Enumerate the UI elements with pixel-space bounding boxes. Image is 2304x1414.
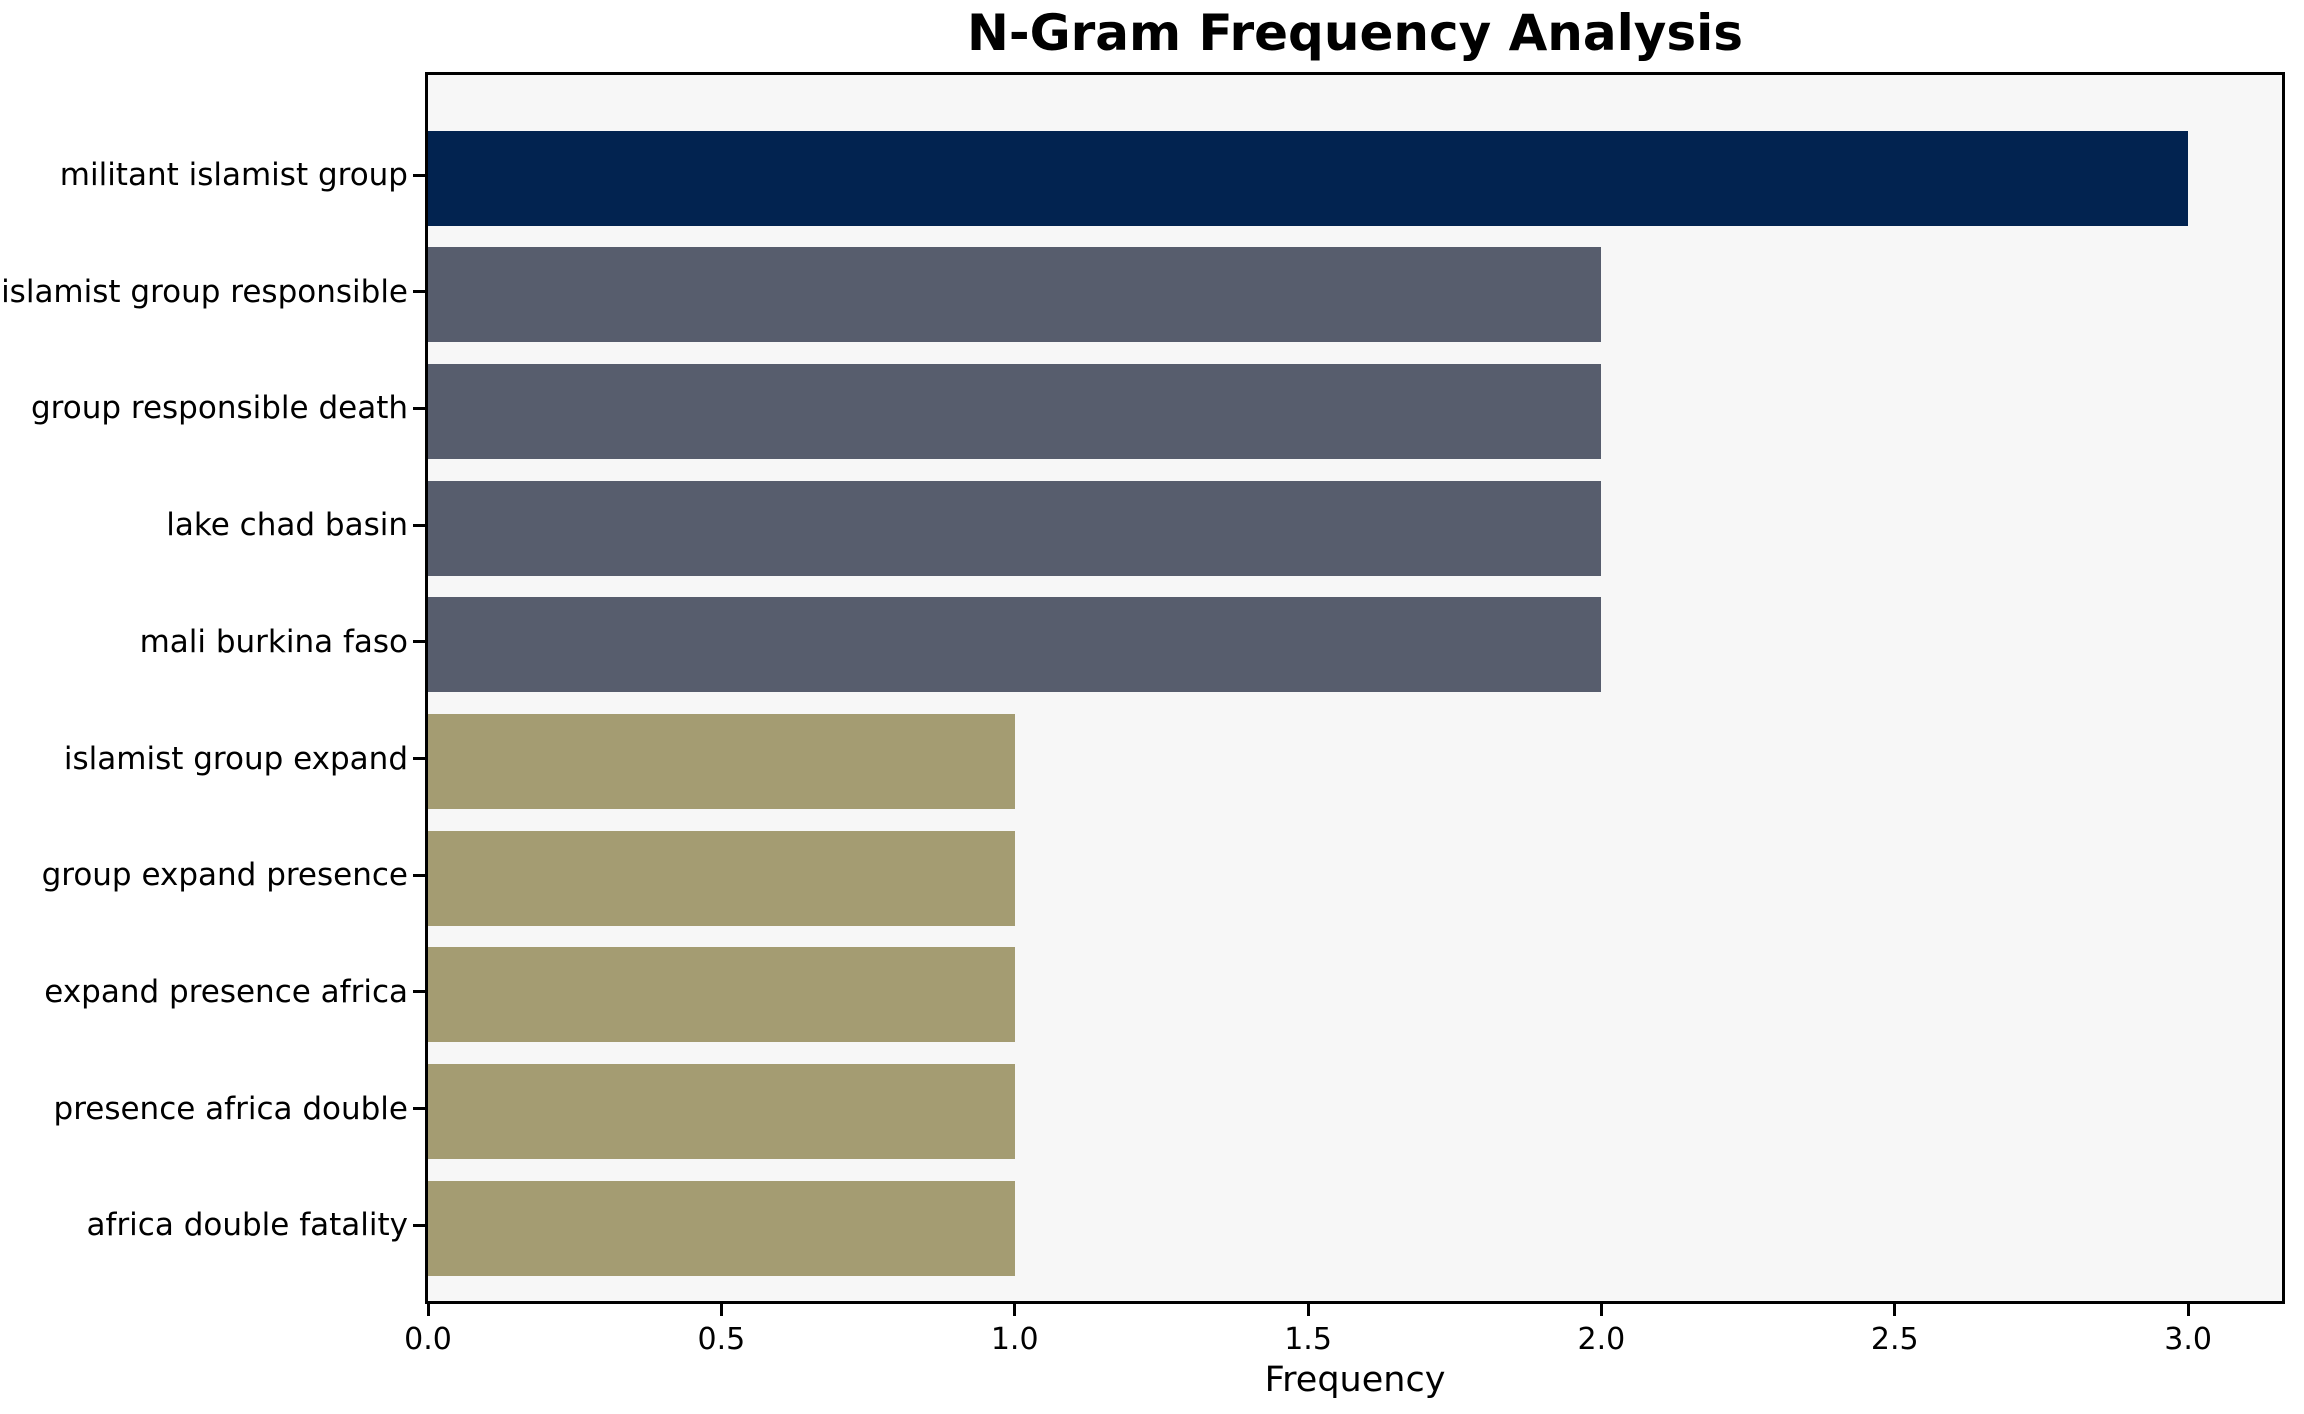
bar xyxy=(428,947,1015,1043)
y-tick-mark xyxy=(413,290,425,294)
y-tick-mark xyxy=(413,523,425,527)
y-tick-mark xyxy=(413,173,425,177)
y-tick-label: expand presence africa xyxy=(44,973,408,1010)
plot-area xyxy=(425,72,2285,1304)
x-tick-label: 0.5 xyxy=(697,1322,746,1357)
y-tick-label: presence africa double xyxy=(53,1090,408,1127)
y-tick-mark xyxy=(413,990,425,994)
x-tick-label: 1.5 xyxy=(1284,1322,1332,1357)
bar xyxy=(428,363,1602,459)
bar xyxy=(428,597,1602,693)
bar xyxy=(428,1064,1015,1160)
y-tick-label: islamist group expand xyxy=(63,740,408,777)
x-tick-mark xyxy=(1893,1304,1897,1316)
y-tick-label: militant islamist group xyxy=(59,157,408,193)
bar xyxy=(428,1180,1015,1276)
x-axis-label: Frequency xyxy=(1264,1360,1446,1400)
y-tick-mark xyxy=(413,1223,425,1227)
y-tick-mark xyxy=(413,640,425,644)
x-tick-label: 2.0 xyxy=(1577,1322,1626,1357)
y-tick-label: islamist group responsible xyxy=(1,273,408,310)
chart-title: N-Gram Frequency Analysis xyxy=(966,4,1744,62)
bar xyxy=(428,714,1015,809)
bar xyxy=(428,130,2189,226)
y-tick-mark xyxy=(413,873,425,877)
y-tick-label: group responsible death xyxy=(31,390,408,427)
x-tick-label: 3.0 xyxy=(2164,1322,2212,1357)
x-tick-mark xyxy=(719,1304,723,1316)
x-tick-mark xyxy=(1306,1304,1310,1316)
x-tick-label: 2.5 xyxy=(1870,1322,1919,1357)
bar xyxy=(428,480,1602,576)
y-tick-mark xyxy=(413,1107,425,1111)
y-tick-label: lake chad basin xyxy=(166,507,408,544)
bar xyxy=(428,830,1015,926)
x-tick-mark xyxy=(1013,1304,1017,1316)
y-tick-label: group expand presence xyxy=(41,857,408,894)
x-tick-mark xyxy=(2186,1304,2190,1316)
x-tick-mark xyxy=(1599,1304,1603,1316)
y-tick-mark xyxy=(413,406,425,410)
x-tick-mark xyxy=(426,1304,430,1316)
x-tick-label: 0.0 xyxy=(404,1322,452,1357)
y-tick-mark xyxy=(413,757,425,760)
y-tick-label: africa double fatality xyxy=(86,1207,408,1244)
y-tick-label: mali burkina faso xyxy=(139,623,408,660)
x-tick-label: 1.0 xyxy=(990,1322,1039,1357)
bar xyxy=(428,247,1602,343)
